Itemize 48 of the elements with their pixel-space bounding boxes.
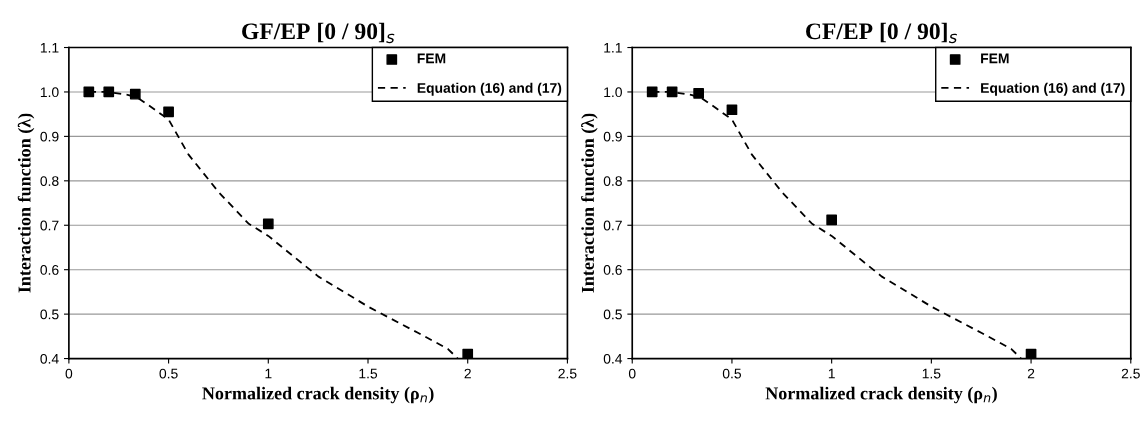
y-tick-label: 1.0	[40, 87, 59, 98]
y-tick-label: 1.1	[604, 43, 622, 53]
x-tick-label: 0	[628, 368, 636, 379]
x-tick-label: 1.5	[359, 368, 378, 379]
x-tick-label: 2.5	[1121, 368, 1140, 379]
x-tick-label: 2.5	[558, 368, 577, 379]
y-tick-label: 0.4	[603, 353, 623, 364]
x-tick-label: 2	[464, 368, 471, 379]
chart-title: GF/EP [0 / 90]$_{s}$	[242, 22, 395, 44]
y-tick-label: 0.7	[40, 220, 59, 231]
y-tick-label: 1.0	[604, 87, 622, 98]
y-tick-label: 0.5	[40, 309, 59, 320]
legend-label: FEM	[981, 53, 1009, 64]
y-axis-title: Interaction function (λ)	[17, 113, 35, 293]
point	[262, 218, 274, 230]
point	[726, 104, 738, 116]
legend-label: FEM	[417, 53, 446, 64]
y-tick-label: 0.6	[40, 265, 59, 275]
y-tick-label: 0.8	[40, 176, 59, 186]
x-tick-label: 0.5	[722, 368, 742, 379]
point	[462, 348, 474, 359]
x-tick-label: 1	[265, 368, 272, 379]
legend-label: Equation (16) and (17)	[981, 82, 1125, 96]
y-tick-label: 0.9	[40, 131, 59, 142]
point	[83, 86, 95, 98]
x-tick-label: 0.5	[159, 368, 178, 379]
x-tick-label: 0	[65, 368, 73, 379]
legend-label: Equation (16) and (17)	[417, 82, 562, 96]
x-axis-title: Normalized crack density (ρ$_{n}$)	[765, 386, 997, 404]
y-axis-title: Interaction function (λ)	[581, 113, 598, 293]
x-axis-title: Normalized crack density (ρ$_{n}$)	[202, 386, 434, 404]
point	[103, 86, 115, 98]
point	[646, 86, 658, 98]
point	[826, 214, 838, 226]
y-tick-label: 0.4	[40, 353, 59, 364]
y-tick-label: 1.1	[40, 43, 59, 53]
point	[163, 106, 174, 118]
y-tick-label: 0.8	[603, 176, 622, 186]
y-tick-label: 0.9	[603, 131, 622, 142]
x-tick-label: 2	[1027, 368, 1035, 379]
x-tick-label: 1.5	[922, 368, 941, 379]
chart-title: CF/EP [0 / 90]$_{s}$	[806, 22, 957, 44]
y-tick-label: 0.6	[603, 265, 622, 275]
x-tick-label: 1	[828, 368, 835, 379]
point	[693, 87, 704, 99]
y-tick-label: 0.5	[603, 309, 622, 320]
y-tick-label: 0.7	[603, 220, 622, 231]
point	[129, 88, 141, 100]
